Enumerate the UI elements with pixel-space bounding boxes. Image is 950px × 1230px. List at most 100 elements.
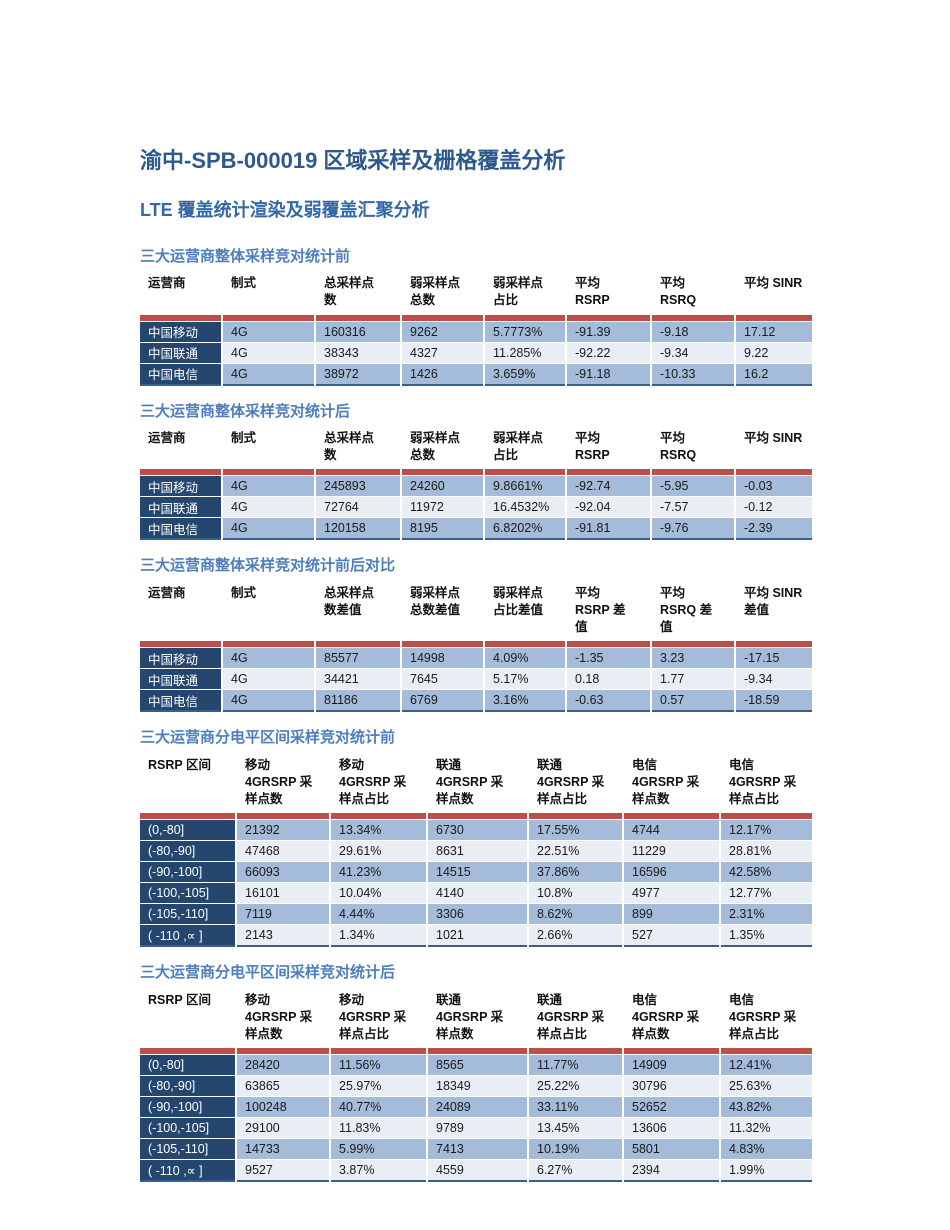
data-cell: 9789: [427, 1117, 529, 1139]
table-row: ( -110 ,∝ ] 2143 1.34% 1021 2.66% 527 1.35%: [140, 924, 814, 947]
column-header: 制式: [222, 272, 316, 315]
column-header: 总采样点 数: [315, 426, 402, 469]
red-bar-segment: [566, 640, 652, 648]
red-bar-segment: [236, 1047, 331, 1055]
row-label-cell: 中国电信: [140, 362, 223, 385]
red-bar-segment: [140, 313, 223, 322]
data-cell: 10.04%: [330, 882, 428, 904]
data-cell: 4G: [222, 647, 316, 669]
data-cell: 3.16%: [484, 689, 567, 712]
data-cell: 11.56%: [330, 1054, 428, 1076]
data-cell: 17.12: [735, 320, 814, 343]
column-header: 平均 SINR: [735, 272, 814, 315]
data-cell: -9.34: [651, 341, 736, 364]
row-label-cell: 中国联通: [140, 341, 223, 364]
data-cell: -17.15: [735, 647, 814, 669]
column-header: 总采样点 数差值: [315, 581, 402, 641]
table-row: (-105,-110] 14733 5.99% 7413 10.19% 5801 4.83%: [140, 1138, 814, 1160]
data-cell: -10.33: [651, 362, 736, 385]
column-header: 弱采样点 占比: [484, 426, 567, 469]
column-header: 平均 SINR 差值: [735, 581, 814, 641]
data-cell: 4140: [427, 882, 529, 904]
header-row: 运营商 制式 总采样点 数差值 弱采样点 总数差值 弱采样点 占比差值 平均 RSRP 差…: [140, 581, 814, 641]
column-header: 运营商: [140, 581, 223, 641]
data-cell: 25.97%: [330, 1075, 428, 1097]
data-cell: 30796: [623, 1075, 721, 1097]
data-cell: -1.35: [566, 647, 652, 669]
column-header: 平均 RSRQ: [651, 426, 736, 469]
red-divider-bar: [140, 812, 814, 820]
red-bar-segment: [222, 468, 316, 476]
red-bar-segment: [140, 468, 223, 476]
data-cell: 12.77%: [720, 882, 814, 904]
data-cell: 9262: [401, 320, 485, 343]
table-rsrp-range-after: RSRP 区间 移动 4GRSRP 采 样点数 移动 4GRSRP 采 样点占比 联通…: [140, 988, 814, 1183]
data-cell: 2394: [623, 1159, 721, 1182]
table-overall-diff: 运营商 制式 总采样点 数差值 弱采样点 总数差值 弱采样点 占比差值 平均 RSRP 差…: [140, 581, 814, 713]
table-row: 中国移动 4G 245893 24260 9.8661% -92.74 -5.95 -0.03: [140, 475, 814, 497]
row-label-cell: 中国电信: [140, 689, 223, 712]
section-heading-overall-after: 三大运营商整体采样竞对统计后: [140, 402, 351, 420]
data-cell: -9.76: [651, 517, 736, 540]
doc-subtitle: LTE 覆盖统计渲染及弱覆盖汇聚分析: [140, 200, 430, 221]
data-cell: 63865: [236, 1075, 331, 1097]
data-cell: 4.83%: [720, 1138, 814, 1160]
data-cell: 1021: [427, 924, 529, 947]
column-header: 制式: [222, 426, 316, 469]
data-cell: -2.39: [735, 517, 814, 540]
red-bar-segment: [566, 468, 652, 476]
column-header: 平均 RSRP: [566, 426, 652, 469]
red-bar-segment: [236, 812, 331, 820]
data-cell: 16.4532%: [484, 496, 567, 518]
data-cell: 1.77: [651, 668, 736, 690]
data-cell: 0.18: [566, 668, 652, 690]
table-row: (-105,-110] 7119 4.44% 3306 8.62% 899 2.31%: [140, 903, 814, 925]
section-heading-overall-diff: 三大运营商整体采样竞对统计前后对比: [140, 557, 396, 575]
data-cell: 24089: [427, 1096, 529, 1118]
data-cell: 8195: [401, 517, 485, 540]
data-cell: 6730: [427, 819, 529, 841]
data-cell: 14515: [427, 861, 529, 883]
data-cell: 1.34%: [330, 924, 428, 947]
data-cell: 3.23: [651, 647, 736, 669]
data-cell: 1.99%: [720, 1159, 814, 1182]
data-cell: 5.7773%: [484, 320, 567, 343]
table-row: (-100,-105] 29100 11.83% 9789 13.45% 13606 11.…: [140, 1117, 814, 1139]
data-cell: 8631: [427, 840, 529, 862]
red-bar-segment: [623, 812, 721, 820]
data-cell: 16596: [623, 861, 721, 883]
data-cell: 1426: [401, 362, 485, 385]
table-rsrp-range-before: RSRP 区间 移动 4GRSRP 采 样点数 移动 4GRSRP 采 样点占比 联通…: [140, 753, 814, 948]
table-row: (-80,-90] 63865 25.97% 18349 25.22% 30796 25.6…: [140, 1075, 814, 1097]
data-cell: 11.83%: [330, 1117, 428, 1139]
red-divider-bar: [140, 313, 814, 322]
red-bar-segment: [140, 1047, 237, 1055]
data-cell: 5.17%: [484, 668, 567, 690]
red-bar-segment: [528, 812, 624, 820]
data-cell: 17.55%: [528, 819, 624, 841]
data-cell: 4G: [222, 496, 316, 518]
column-header: 联通 4GRSRP 采 样点占比: [528, 753, 624, 813]
data-cell: 14733: [236, 1138, 331, 1160]
table-row: 中国移动 4G 160316 9262 5.7773% -91.39 -9.18 17.12: [140, 320, 814, 343]
row-label-cell: 中国移动: [140, 475, 223, 497]
data-cell: 25.63%: [720, 1075, 814, 1097]
data-cell: -5.95: [651, 475, 736, 497]
row-label-cell: (-90,-100]: [140, 1096, 237, 1118]
column-header: 电信 4GRSRP 采 样点占比: [720, 753, 814, 813]
page-title: 渝中-SPB-000019 区域采样及栅格覆盖分析: [140, 148, 566, 173]
data-cell: 9.22: [735, 341, 814, 364]
data-cell: 4977: [623, 882, 721, 904]
data-cell: 527: [623, 924, 721, 947]
data-cell: 6.8202%: [484, 517, 567, 540]
data-cell: 72764: [315, 496, 402, 518]
data-cell: 3.659%: [484, 362, 567, 385]
red-bar-segment: [735, 640, 814, 648]
data-cell: 7413: [427, 1138, 529, 1160]
column-header: 联通 4GRSRP 采 样点占比: [528, 988, 624, 1048]
table-row: (0,-80] 21392 13.34% 6730 17.55% 4744 12.17%: [140, 819, 814, 841]
column-header: 制式: [222, 581, 316, 641]
column-header: 弱采样点 总数差值: [401, 581, 485, 641]
data-cell: 4327: [401, 341, 485, 364]
data-cell: 13606: [623, 1117, 721, 1139]
